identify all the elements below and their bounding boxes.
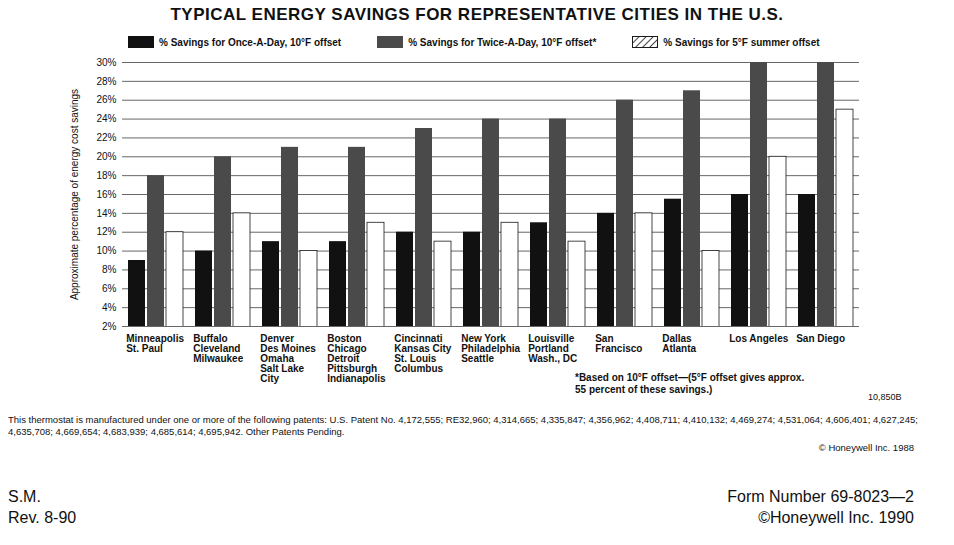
svg-text:DenverDes MoinesOmahaSalt Lake: DenverDes MoinesOmahaSalt LakeCity [260,333,316,384]
svg-text:2%: 2% [102,321,117,332]
svg-text:12%: 12% [96,226,116,237]
svg-text:16%: 16% [96,189,116,200]
html-text:Form Number 69-8023—2: Form Number 69-8023—2 [727,488,914,505]
html-text:© Honeywell Inc. 1988: © Honeywell Inc. 1988 [818,442,914,453]
svg-text:6%: 6% [102,283,117,294]
svg-text:28%: 28% [96,76,116,87]
svg-text:San Diego: San Diego [796,333,845,344]
html-text:©Honeywell Inc. 1990: ©Honeywell Inc. 1990 [758,509,914,526]
html-text:S.M.: S.M. [8,488,41,505]
svg-text:MinneapolisSt. Paul: MinneapolisSt. Paul [126,333,184,354]
svg-text:24%: 24% [96,113,116,124]
svg-text:20%: 20% [96,151,116,162]
svg-text:Los Angeles: Los Angeles [729,333,789,344]
svg-text:18%: 18% [96,170,116,181]
svg-text:CincinnatiKansas CitySt. Louis: CincinnatiKansas CitySt. LouisColumbus [394,333,452,374]
html-text:% Savings for 5°F summer offse: % Savings for 5°F summer offset [663,36,820,48]
svg-text:Approximate percentage of ener: Approximate percentage of energy cost sa… [69,89,80,300]
html-text:TYPICAL ENERGY SAVINGS FOR REP: TYPICAL ENERGY SAVINGS FOR REPRESENTATIV… [170,5,784,24]
svg-text:BuffaloClevelandMilwaukee: BuffaloClevelandMilwaukee [193,333,243,364]
svg-text:SanFrancisco: SanFrancisco [595,333,642,354]
svg-text:4%: 4% [102,302,117,313]
svg-text:26%: 26% [96,94,116,105]
html-text:10,850B: 10,850B [868,392,902,402]
svg-text:8%: 8% [102,264,117,275]
svg-text:14%: 14% [96,208,116,219]
html-text:% Savings for Twice-A-Day, 10°: % Savings for Twice-A-Day, 10°F offset* [408,36,597,48]
svg-text:22%: 22% [96,132,116,143]
svg-text:10%: 10% [96,245,116,256]
svg-text:New YorkPhiladelphiaSeattle: New YorkPhiladelphiaSeattle [461,333,520,364]
svg-text:30%: 30% [96,57,116,68]
html-text:Rev. 8-90: Rev. 8-90 [8,509,77,526]
html-text:*Based on 10°F offset—(5°F off: *Based on 10°F offset—(5°F offset gives … [575,372,805,395]
html-text:% Savings for Once-A-Day, 10°F: % Savings for Once-A-Day, 10°F offset [159,36,342,48]
svg-text:BostonChicagoDetroitPittsburgh: BostonChicagoDetroitPittsburghIndianapol… [327,333,386,384]
svg-text:LouisvillePortlandWash., DC: LouisvillePortlandWash., DC [528,333,577,364]
svg-text:DallasAtlanta: DallasAtlanta [662,333,696,354]
html-text:This thermostat is manufacture: This thermostat is manufactured under on… [8,414,918,437]
